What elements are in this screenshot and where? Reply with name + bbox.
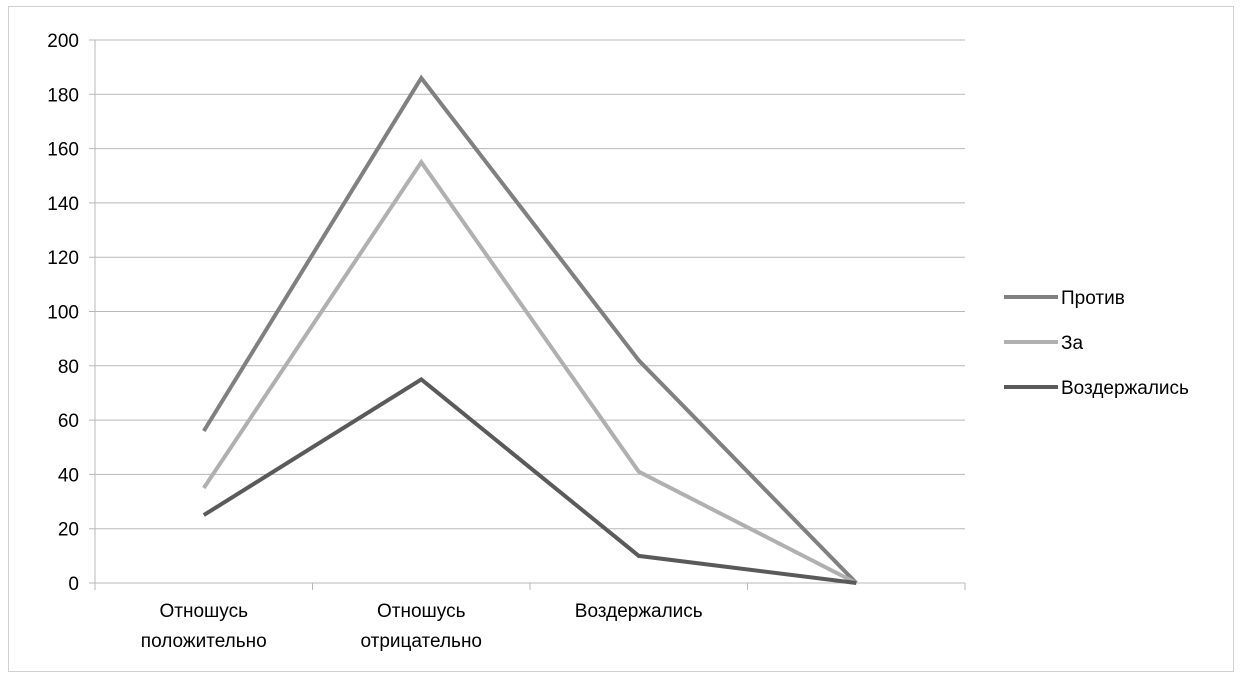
y-tick-label: 180 (47, 85, 79, 106)
line-chart: 0 20 40 60 80 100 120 140 160 180 200 Отношусь полож… (47, 31, 1189, 652)
series-layer (202, 74, 858, 585)
y-tick-label: 60 (58, 411, 79, 432)
y-tick-label: 160 (47, 140, 79, 161)
y-tick-label: 200 (47, 31, 79, 52)
y-tick-label: 0 (68, 574, 79, 595)
legend-label: Против (1061, 288, 1125, 309)
y-tick-label: 100 (47, 303, 79, 324)
series-line-3 (202, 376, 857, 585)
legend: Против За Воздержались (1004, 288, 1189, 399)
axis-layer (89, 40, 966, 590)
x-category-label: Отношусь (377, 601, 466, 622)
series-line-2 (202, 158, 858, 585)
y-tick-label: 120 (47, 248, 79, 269)
label-layer: 0 20 40 60 80 100 120 140 160 180 200 Отношусь полож… (47, 31, 703, 652)
y-tick-label: 140 (47, 194, 79, 215)
series-line-1 (202, 74, 858, 585)
grid-layer (89, 39, 965, 530)
x-category-label: Отношусь (160, 601, 249, 622)
x-category-label: Воздержались (575, 601, 703, 622)
y-tick-label: 40 (58, 465, 79, 486)
x-category-label: отрицательно (360, 631, 482, 652)
x-category-label: положительно (141, 631, 267, 652)
legend-label: За (1061, 333, 1083, 354)
legend-label: Воздержались (1061, 378, 1189, 399)
chart-frame: 0 20 40 60 80 100 120 140 160 180 200 Отношусь полож… (8, 6, 1234, 672)
y-tick-label: 80 (58, 357, 79, 378)
y-tick-label: 20 (58, 520, 79, 541)
